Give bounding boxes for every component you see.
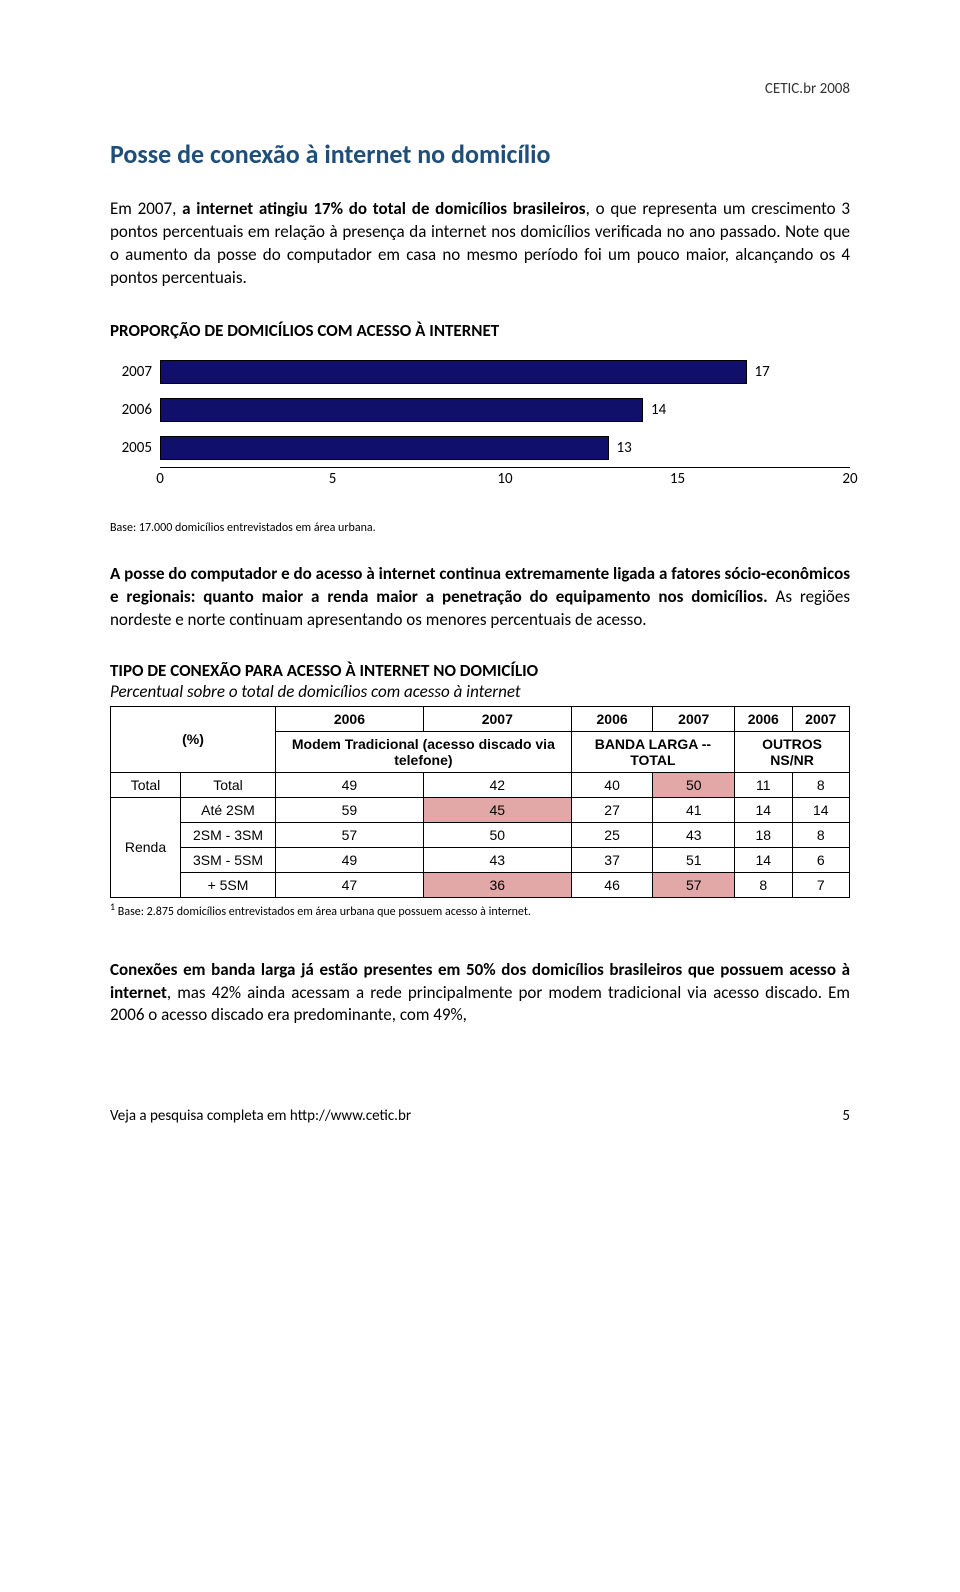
table-cell: 7 bbox=[792, 872, 850, 897]
chart-tick: 0 bbox=[156, 470, 164, 488]
page: CETIC.br 2008 Posse de conexão à interne… bbox=[0, 0, 960, 1175]
table-year-header: 2007 bbox=[653, 706, 735, 731]
chart-year-label: 2005 bbox=[110, 439, 160, 457]
table-cell: 50 bbox=[423, 822, 571, 847]
table-group-header: Modem Tradicional (acesso discado via te… bbox=[276, 731, 572, 772]
table-cell: 8 bbox=[792, 822, 850, 847]
table-year-header: 2006 bbox=[276, 706, 424, 731]
chart-x-axis: 05101520 bbox=[160, 467, 850, 491]
table-cell: 25 bbox=[571, 822, 653, 847]
chart-row: 2007 17 bbox=[110, 353, 850, 391]
chart-bar bbox=[160, 360, 747, 384]
chart-tick: 10 bbox=[497, 470, 512, 488]
table-cell: 45 bbox=[423, 797, 571, 822]
table-cell: 46 bbox=[571, 872, 653, 897]
table-cell: 8 bbox=[735, 872, 792, 897]
chart-year-label: 2007 bbox=[110, 363, 160, 381]
chart-bar-value: 14 bbox=[643, 398, 666, 422]
table-footnote: 1 Base: 2.875 domicílios entrevistados e… bbox=[110, 900, 850, 919]
table-rowgroup-label: Renda bbox=[111, 797, 181, 897]
data-table: (%)200620072006200720062007Modem Tradici… bbox=[110, 706, 850, 898]
chart-bar-value: 17 bbox=[747, 360, 770, 384]
chart-bar bbox=[160, 436, 609, 460]
table-cell: 57 bbox=[276, 822, 424, 847]
table-title: TIPO DE CONEXÃO PARA ACESSO À INTERNET N… bbox=[110, 660, 850, 681]
chart-tick: 5 bbox=[329, 470, 337, 488]
table-year-header: 2007 bbox=[423, 706, 571, 731]
table-year-header: 2007 bbox=[792, 706, 850, 731]
table-cell: 42 bbox=[423, 772, 571, 797]
table-cell: 36 bbox=[423, 872, 571, 897]
table-row-label: Total bbox=[181, 772, 276, 797]
table-year-header: 2006 bbox=[571, 706, 653, 731]
chart-year-label: 2006 bbox=[110, 401, 160, 419]
table-row-label: Até 2SM bbox=[181, 797, 276, 822]
table-cell: 59 bbox=[276, 797, 424, 822]
chart-title: PROPORÇÃO DE DOMICÍLIOS COM ACESSO À INT… bbox=[110, 320, 850, 341]
table-rowgroup-label: Total bbox=[111, 772, 181, 797]
chart-row: 2006 14 bbox=[110, 391, 850, 429]
table-unit-header: (%) bbox=[111, 706, 276, 772]
table-cell: 49 bbox=[276, 847, 424, 872]
page-footer: Veja a pesquisa completa em http://www.c… bbox=[110, 1107, 850, 1125]
table-group-header: OUTROS NS/NR bbox=[735, 731, 850, 772]
table-cell: 14 bbox=[792, 797, 850, 822]
table-cell: 8 bbox=[792, 772, 850, 797]
table-cell: 6 bbox=[792, 847, 850, 872]
table-cell: 27 bbox=[571, 797, 653, 822]
table-cell: 18 bbox=[735, 822, 792, 847]
table-group-header: BANDA LARGA -- TOTAL bbox=[571, 731, 734, 772]
chart-tick: 15 bbox=[670, 470, 685, 488]
footer-left: Veja a pesquisa completa em http://www.c… bbox=[110, 1107, 411, 1125]
footer-page-number: 5 bbox=[842, 1107, 850, 1125]
doc-header: CETIC.br 2008 bbox=[110, 80, 850, 98]
table-row-label: + 5SM bbox=[181, 872, 276, 897]
table-row-label: 2SM - 3SM bbox=[181, 822, 276, 847]
section-title: Posse de conexão à internet no domicílio bbox=[110, 138, 850, 170]
table-cell: 14 bbox=[735, 847, 792, 872]
table-cell: 51 bbox=[653, 847, 735, 872]
table-year-header: 2006 bbox=[735, 706, 792, 731]
table-cell: 43 bbox=[653, 822, 735, 847]
bar-chart: 20071720061420051305101520 bbox=[110, 353, 850, 491]
table-cell: 14 bbox=[735, 797, 792, 822]
table-row-label: 3SM - 5SM bbox=[181, 847, 276, 872]
chart-bar-value: 13 bbox=[609, 436, 632, 460]
table-cell: 49 bbox=[276, 772, 424, 797]
table-subtitle: Percentual sobre o total de domicílios c… bbox=[110, 681, 850, 702]
para-3: Conexões em banda larga já estão present… bbox=[110, 959, 850, 1028]
table-cell: 47 bbox=[276, 872, 424, 897]
table-cell: 11 bbox=[735, 772, 792, 797]
table-cell: 37 bbox=[571, 847, 653, 872]
chart-tick: 20 bbox=[842, 470, 857, 488]
table-cell: 50 bbox=[653, 772, 735, 797]
chart-row: 2005 13 bbox=[110, 429, 850, 467]
table-cell: 40 bbox=[571, 772, 653, 797]
table-cell: 57 bbox=[653, 872, 735, 897]
table-cell: 41 bbox=[653, 797, 735, 822]
chart-footnote: Base: 17.000 domicílios entrevistados em… bbox=[110, 521, 850, 535]
para-1: Em 2007, a internet atingiu 17% do total… bbox=[110, 198, 850, 290]
para-2: A posse do computador e do acesso à inte… bbox=[110, 563, 850, 632]
chart-bar bbox=[160, 398, 643, 422]
table-cell: 43 bbox=[423, 847, 571, 872]
